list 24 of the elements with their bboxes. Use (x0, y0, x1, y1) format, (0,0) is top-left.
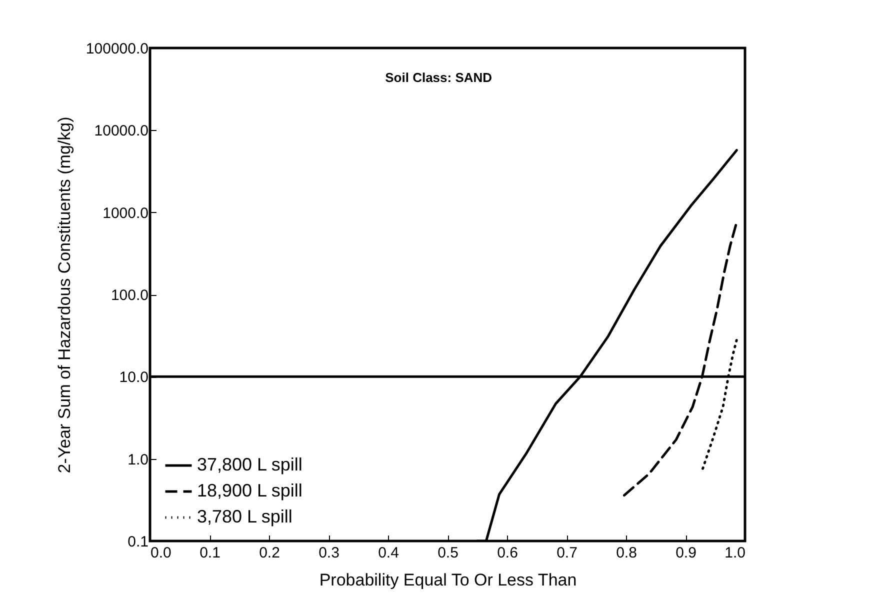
x-tick-label: 0.1 (200, 544, 220, 562)
x-tick-label: 1.0 (724, 544, 746, 562)
y-tick-label: 10000.0 (94, 122, 148, 140)
x-tick-label: 0.4 (378, 544, 399, 562)
y-tick-label: 10.0 (119, 369, 148, 386)
y-tick-label: 0.1 (128, 534, 148, 550)
y-tick-label: 100.0 (110, 287, 148, 304)
x-tick-label: 0.2 (259, 544, 280, 562)
x-tick-label: 0.6 (497, 544, 518, 562)
y-tick-label: 1000.0 (102, 204, 148, 222)
x-tick-label: 0.8 (616, 544, 637, 562)
y-tick-label: 100000.0 (86, 40, 148, 58)
x-tick-label: 0.9 (676, 544, 696, 562)
legend-label: 3,780 L spill (197, 506, 292, 526)
y-tick-label: 1.0 (128, 451, 148, 468)
x-tick-label: 0.0 (150, 544, 172, 562)
x-tick-label: 0.5 (438, 544, 458, 562)
legend-label: 37,800 L spill (197, 454, 302, 474)
annotation: Soil Class: SAND (385, 70, 492, 85)
x-tick-label: 0.3 (318, 544, 340, 562)
x-axis-title: Probability Equal To Or Less Than (319, 570, 577, 590)
legend-label: 18,900 L spill (197, 480, 302, 500)
y-axis-title: 2-Year Sum of Hazardous Constituents (mg/kg) (54, 116, 74, 474)
x-tick-label: 0.7 (556, 544, 578, 562)
